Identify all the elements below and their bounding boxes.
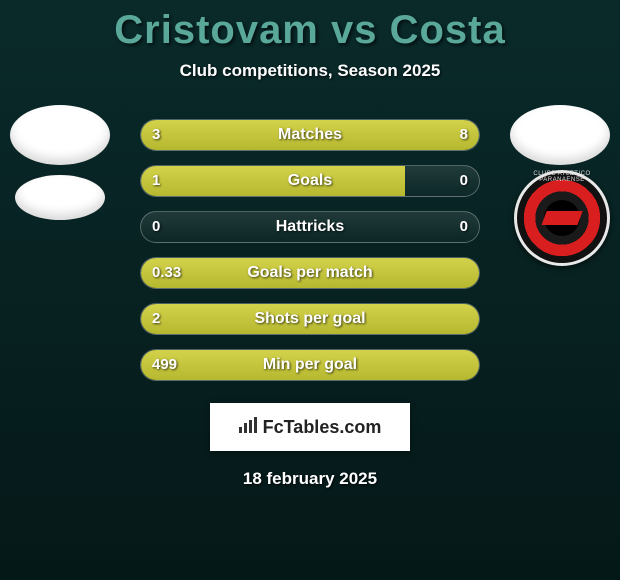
page-title: Cristovam vs Costa (0, 0, 620, 53)
brand-icon (239, 417, 259, 438)
stat-row: 2 Shots per goal (140, 303, 480, 335)
player2-club-crest: CLUBE ATLETICO PARANAENSE (514, 170, 610, 266)
stat-label: Min per goal (140, 349, 480, 381)
stat-label: Goals per match (140, 257, 480, 289)
brand-text: FcTables.com (263, 417, 382, 438)
stat-right-value: 0 (460, 165, 468, 197)
brand-badge: FcTables.com (210, 403, 410, 451)
stat-row: 0 Hattricks 0 (140, 211, 480, 243)
stat-label: Matches (140, 119, 480, 151)
subtitle: Club competitions, Season 2025 (0, 61, 620, 81)
player1-badge-area (10, 105, 110, 220)
crest-icon: CLUBE ATLETICO PARANAENSE (514, 170, 610, 266)
player2-badge-area (510, 105, 610, 165)
date-label: 18 february 2025 (0, 469, 620, 489)
crest-label: CLUBE ATLETICO PARANAENSE (517, 171, 607, 183)
badge-placeholder-3 (510, 105, 610, 165)
badge-placeholder-1 (10, 105, 110, 165)
stat-label: Goals (140, 165, 480, 197)
stat-row: 499 Min per goal (140, 349, 480, 381)
badge-placeholder-2 (15, 175, 105, 220)
stat-right-value: 0 (460, 211, 468, 243)
stat-row: 1 Goals 0 (140, 165, 480, 197)
stat-right-value: 8 (460, 119, 468, 151)
stat-label: Hattricks (140, 211, 480, 243)
stat-label: Shots per goal (140, 303, 480, 335)
stat-row: 3 Matches 8 (140, 119, 480, 151)
stat-row: 0.33 Goals per match (140, 257, 480, 289)
